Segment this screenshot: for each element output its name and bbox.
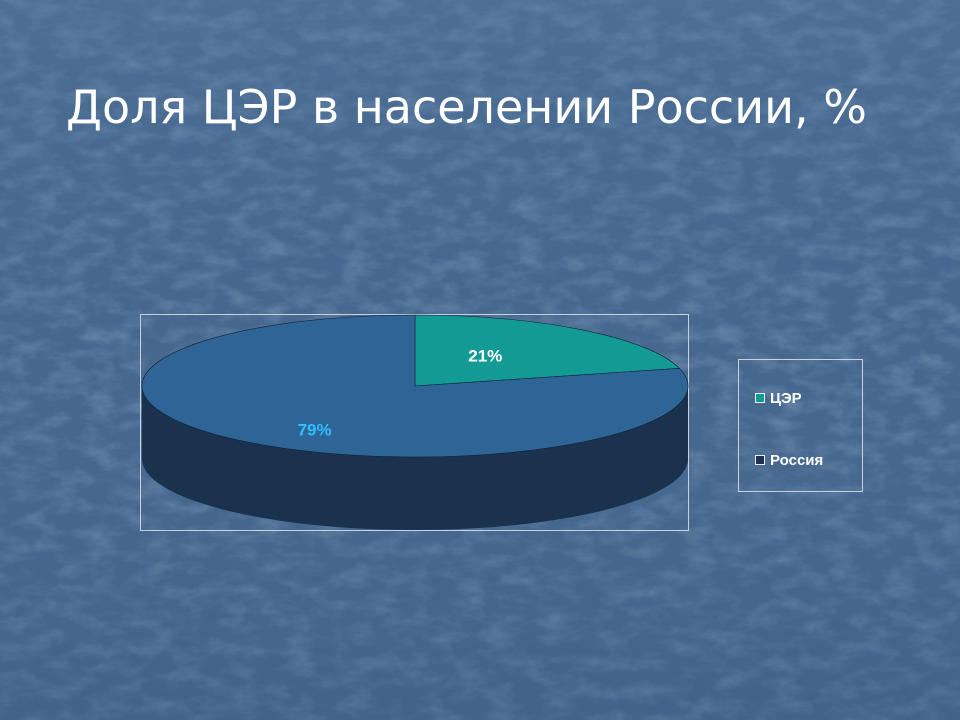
data-label-russia: 79% (298, 421, 332, 440)
pie-slice-cer (414, 314, 681, 387)
pie-slice-russia (141, 314, 689, 458)
legend-label-russia: Россия (770, 451, 824, 469)
chart-plot-area (140, 314, 689, 531)
legend-label-cer: ЦЭР (770, 389, 802, 407)
legend-item-cer: ЦЭР (755, 389, 802, 407)
legend-swatch-russia (755, 455, 765, 465)
legend-swatch-cer (755, 393, 765, 403)
pie-side-wall (142, 386, 688, 530)
chart-legend: ЦЭР Россия (738, 359, 863, 492)
slide-title: Доля ЦЭР в населении России, % (66, 80, 867, 134)
legend-item-russia: Россия (755, 451, 823, 469)
data-label-cer: 21% (468, 346, 502, 365)
